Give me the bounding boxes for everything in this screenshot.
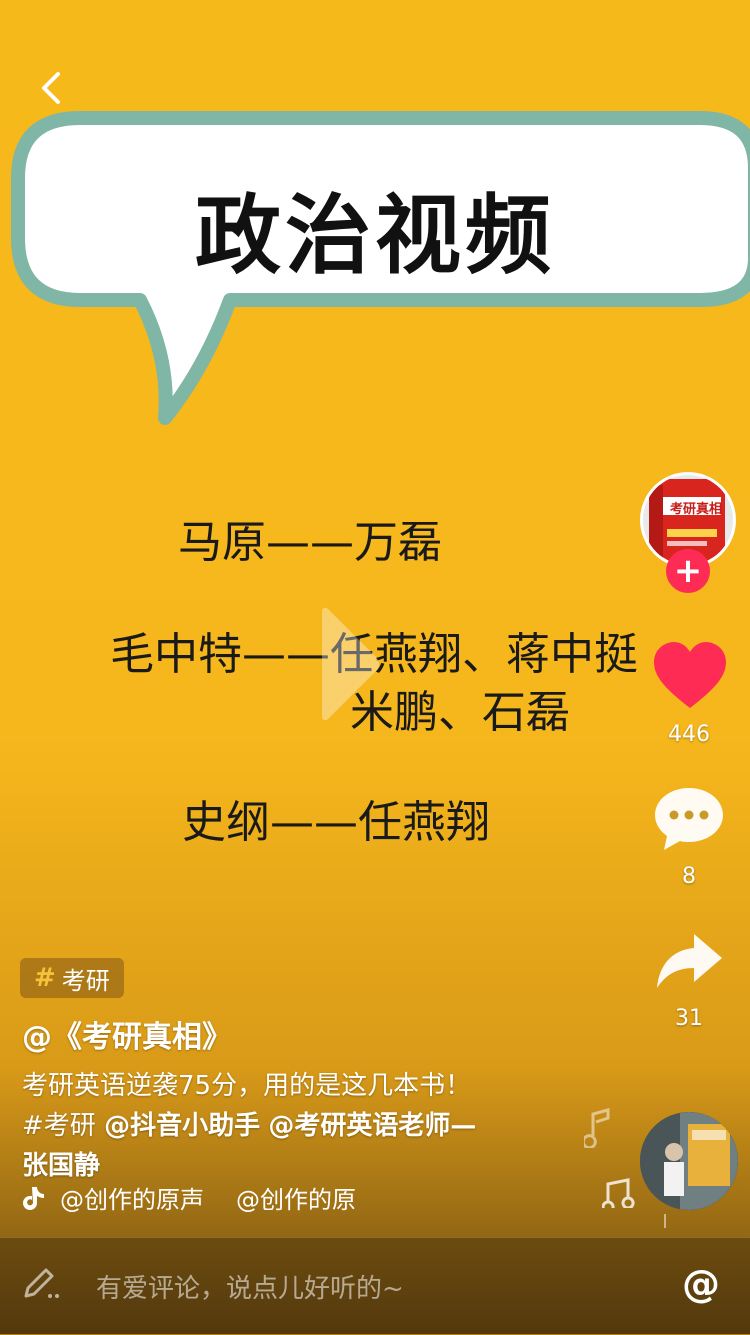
music-note-icon-3 [664, 1214, 676, 1228]
back-button[interactable] [28, 64, 76, 112]
music-note-icon [584, 1108, 610, 1148]
comment-count: 8 [682, 864, 696, 889]
caption-hashtag[interactable]: #考研 [22, 1111, 96, 1141]
speech-bubble [11, 111, 750, 425]
share-count: 31 [675, 1006, 703, 1031]
music-title-2: @创作的原 [236, 1185, 356, 1214]
comment-icon [655, 788, 723, 850]
video-line-mao: 毛中特——任燕翔、蒋中挺 [110, 629, 638, 680]
music-title-1: @创作的原声 [60, 1185, 204, 1214]
music-cover-image [640, 1112, 738, 1210]
video-line-mao-cont: 米鹏、石磊 [350, 687, 570, 738]
pencil-icon[interactable] [20, 1264, 64, 1304]
tiktok-note-icon [23, 1187, 44, 1210]
caption-line-1: 考研英语逆袭75分，用的是这几本书！ [22, 1071, 472, 1101]
share-arrow-icon [657, 934, 722, 988]
video-line-marxism: 马原——万磊 [178, 517, 442, 568]
caption-mention-teacher[interactable]: @考研英语老师— [268, 1111, 477, 1141]
music-note-icon-2 [602, 1178, 635, 1208]
like-count: 446 [668, 722, 710, 747]
music-disc[interactable] [640, 1112, 738, 1210]
video-line-history: 史纲——任燕翔 [182, 797, 490, 848]
author-name[interactable]: @《考研真相》 [22, 1020, 232, 1055]
caption-line-3[interactable]: 张国静 [22, 1151, 101, 1181]
caption-mention-assistant[interactable]: @抖音小助手 [104, 1111, 261, 1141]
share-button[interactable] [654, 930, 724, 992]
follow-button[interactable]: + [666, 549, 710, 593]
topic-tag[interactable]: # 考研 [20, 958, 124, 998]
like-button[interactable] [652, 640, 728, 712]
heart-icon [654, 642, 726, 708]
video-caption: 考研英语逆袭75分，用的是这几本书！ #考研 @抖音小助手 @考研英语老师— 张… [22, 1066, 582, 1186]
topic-tag-label: 考研 [61, 966, 110, 995]
mention-button[interactable]: @ [682, 1262, 720, 1306]
comment-button[interactable] [652, 784, 726, 854]
chevron-left-icon [42, 72, 60, 104]
comment-bar [0, 1237, 750, 1335]
comment-input[interactable]: 有爱评论，说点儿好听的~ [96, 1274, 404, 1304]
caption-line-2: #考研 @抖音小助手 @考研英语老师— [22, 1106, 582, 1146]
plus-icon: + [673, 551, 703, 591]
bubble-title: 政治视频 [195, 186, 555, 286]
play-icon[interactable] [322, 605, 382, 723]
hashtag-icon: # [34, 963, 56, 993]
avatar-book-text: 考研真相 [670, 502, 723, 517]
music-row[interactable]: @创作的原声 @创作的原 [22, 1180, 422, 1214]
